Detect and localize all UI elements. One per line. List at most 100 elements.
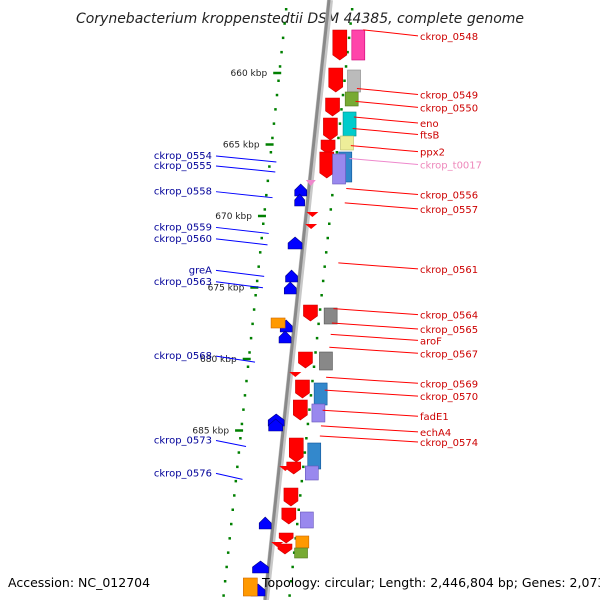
- gene-label-ckrop_0570[interactable]: ckrop_0570: [420, 392, 478, 403]
- reverse-gene-glyph-9: [258, 516, 272, 530]
- orange-reverse-glyph: [270, 317, 286, 329]
- forward-leader-0: [363, 29, 419, 37]
- feature-color-bar-9: [313, 382, 328, 406]
- reverse-gene-glyph-3: [285, 269, 298, 283]
- forward-gene-glyph-3: [323, 117, 338, 141]
- gene-label-ckrop_0561[interactable]: ckrop_0561: [420, 265, 478, 276]
- gene-label-aroF[interactable]: aroF: [420, 336, 442, 347]
- forward-leader-5: [350, 145, 419, 153]
- topology-text: Topology: circular; Length: 2,446,804 bp…: [261, 575, 600, 590]
- forward-leader-12: [330, 333, 419, 341]
- feature-color-bar-10: [311, 403, 326, 423]
- gene-label-ckrop_0574[interactable]: ckrop_0574: [420, 438, 478, 449]
- reverse-leader-9: [215, 472, 243, 480]
- accession-text: Accession: NC_012704: [8, 575, 150, 590]
- gene-label-ckrop_0558[interactable]: ckrop_0558: [154, 187, 212, 198]
- gene-label-ckrop_0560[interactable]: ckrop_0560: [154, 234, 212, 245]
- feature-color-bar-13: [300, 511, 314, 529]
- forward-gene-glyph-4: [320, 139, 336, 155]
- reverse-leader-8: [215, 440, 247, 448]
- gene-label-ckrop_0556[interactable]: ckrop_0556: [420, 191, 478, 202]
- label-leaders: [215, 29, 419, 480]
- scale-label-1: 665 kbp: [223, 141, 260, 151]
- forward-leader-18: [319, 435, 419, 443]
- map-title: Corynebacterium kroppenstedtii DSM 44385…: [76, 11, 524, 27]
- gene-label-ckrop_0568[interactable]: ckrop_0568: [154, 351, 212, 362]
- reverse-leader-3: [215, 226, 269, 234]
- forward-leader-8: [344, 202, 419, 210]
- feature-color-bar-7: [323, 307, 338, 325]
- gene-label-ckrop_0550[interactable]: ckrop_0550: [420, 103, 478, 114]
- forward-leader-6: [349, 158, 419, 166]
- forward-leader-4: [352, 127, 419, 135]
- tick-marks: [222, 8, 354, 597]
- feature-color-bar-14: [295, 535, 310, 549]
- scale-label-3: 675 kbp: [208, 284, 245, 294]
- scale-marks: 660 kbp 665 kbp 670 kbp 675 kbp 680 kbp 685 k…: [192, 69, 282, 437]
- gene-label-ckrop_0567[interactable]: ckrop_0567: [420, 349, 478, 360]
- forward-gene-glyph-1: [328, 67, 344, 93]
- feature-color-bar-0: [351, 29, 366, 61]
- scale-label-5: 685 kbp: [192, 427, 229, 437]
- gene-label-ckrop_0559[interactable]: ckrop_0559: [154, 222, 212, 233]
- gene-label-echA4[interactable]: echA4: [420, 428, 451, 439]
- feature-color-bar-2: [344, 91, 359, 107]
- gene-label-ftsB[interactable]: ftsB: [420, 130, 439, 141]
- forward-gene-glyph-14: [278, 532, 294, 544]
- reverse-leader-6: [215, 281, 264, 289]
- small-forward-glyph-2: [289, 372, 302, 377]
- gene-label-ckrop_0549[interactable]: ckrop_0549: [420, 90, 478, 101]
- feature-color-bar-4: [340, 135, 354, 151]
- feature-color-bar-11: [307, 442, 322, 470]
- feature-color-bar-8: [319, 351, 333, 371]
- forward-leader-13: [329, 346, 419, 354]
- gene-label-eno[interactable]: eno: [420, 119, 439, 130]
- gene-label-ckrop_0565[interactable]: ckrop_0565: [420, 325, 478, 336]
- gene-label-ckrop_0576[interactable]: ckrop_0576: [154, 468, 212, 479]
- gene-label-ckrop_0564[interactable]: ckrop_0564: [420, 311, 478, 322]
- feature-color-bar-15: [294, 547, 308, 559]
- forward-leader-9: [338, 262, 419, 270]
- forward-gene-glyph-6: [303, 304, 318, 322]
- forward-gene-glyph-8: [295, 379, 310, 399]
- forward-gene-glyph-13: [281, 507, 297, 525]
- feature-color-bar-12: [304, 465, 319, 481]
- forward-leader-2: [355, 100, 419, 108]
- gene-label-ckrop_0569[interactable]: ckrop_0569: [420, 379, 478, 390]
- reverse-leader-0: [215, 155, 277, 163]
- forward-leader-3: [353, 116, 419, 124]
- gene-label-fadE1[interactable]: fadE1: [420, 412, 449, 423]
- forward-gene-glyph-9: [293, 399, 308, 421]
- reverse-gene-glyph-8: [268, 418, 283, 432]
- orange-reverse-glyph-2: [243, 577, 258, 597]
- gene-label-ckrop_t0017[interactable]: ckrop_t0017: [420, 161, 482, 172]
- small-forward-glyph-4: [271, 542, 284, 547]
- gene-label-ckrop_0557[interactable]: ckrop_0557: [420, 205, 478, 216]
- feature-color-bar-6: [332, 153, 346, 185]
- small-forward-glyph-0: [306, 212, 319, 217]
- forward-gene-glyph-7: [298, 351, 313, 369]
- trna-glyph: [305, 180, 316, 186]
- gene-label-ckrop_0563[interactable]: ckrop_0563: [154, 277, 212, 288]
- gene-label-ckrop_0548[interactable]: ckrop_0548: [420, 32, 478, 43]
- feature-color-bar-3: [342, 111, 357, 137]
- reverse-leader-2: [215, 191, 273, 199]
- gene-label-ppx2[interactable]: ppx2: [420, 148, 445, 159]
- forward-leader-7: [346, 188, 419, 196]
- gene-label-ckrop_0554[interactable]: ckrop_0554: [154, 151, 212, 162]
- reverse-gene-glyph-4: [283, 281, 297, 295]
- forward-gene-glyph-10: [288, 437, 304, 463]
- gene-label-ckrop_0573[interactable]: ckrop_0573: [154, 436, 212, 447]
- gene-label-ckrop_0555[interactable]: ckrop_0555: [154, 161, 212, 172]
- forward-gene-glyph-0: [332, 29, 348, 61]
- forward-gene-glyph-5: [319, 151, 335, 179]
- gene-label-greA[interactable]: greA: [189, 265, 212, 276]
- forward-gene-glyph-12: [283, 487, 299, 507]
- small-forward-glyph-1: [305, 224, 318, 229]
- small-forward-glyph-3: [279, 466, 292, 471]
- forward-leader-15: [324, 389, 419, 397]
- reverse-leader-5: [215, 269, 265, 277]
- reverse-gene-glyph-0: [294, 183, 308, 197]
